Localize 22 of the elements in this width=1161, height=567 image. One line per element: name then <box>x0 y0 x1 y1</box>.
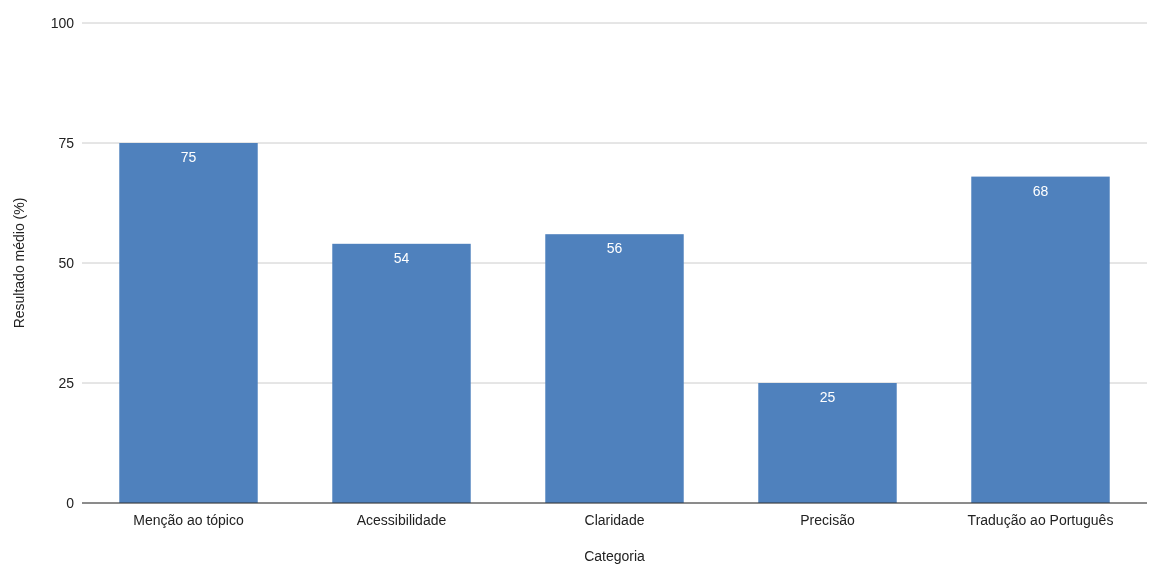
bar <box>758 383 897 503</box>
bar <box>119 143 258 503</box>
x-tick-label: Precisão <box>800 512 855 528</box>
bar <box>332 243 471 503</box>
y-tick-label: 50 <box>58 255 75 271</box>
bar <box>545 234 684 503</box>
x-tick-label: Tradução ao Português <box>967 512 1114 528</box>
data-label: 56 <box>606 240 623 257</box>
y-tick-label: 25 <box>58 375 75 391</box>
x-tick-label: Menção ao tópico <box>133 512 244 528</box>
data-label: 68 <box>1032 182 1049 199</box>
data-label: 25 <box>819 389 836 405</box>
data-label: 75 <box>180 149 197 165</box>
y-tick-label: 100 <box>50 15 75 31</box>
y-tick-label: 0 <box>66 495 75 511</box>
bar <box>971 176 1110 503</box>
x-axis-title: Categoria <box>584 548 646 564</box>
y-axis-title: Resultado médio (%) <box>11 197 27 329</box>
data-label: 54 <box>393 249 410 266</box>
x-tick-label: Acessibilidade <box>356 512 447 528</box>
y-tick-label: 75 <box>58 135 75 151</box>
x-tick-label: Claridade <box>584 512 645 528</box>
